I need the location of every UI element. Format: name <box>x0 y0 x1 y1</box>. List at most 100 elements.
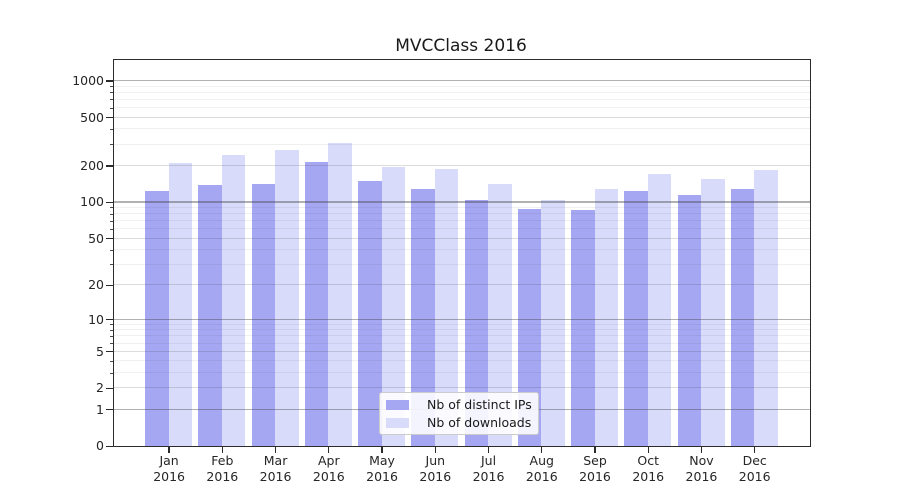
y-minor-tick-300 <box>109 144 113 146</box>
y-tick-mark-100 <box>106 201 113 204</box>
y-tick-mark-1 <box>106 409 113 411</box>
y-tick-label-0: 0 <box>96 438 104 454</box>
x-tick-mark-jan <box>168 446 170 454</box>
gridline-500 <box>114 116 810 118</box>
bar-downloads-jul <box>488 183 512 446</box>
y-tick-mark-10 <box>106 318 113 321</box>
legend-label-distinct-ips: Nb of distinct IPs <box>427 397 532 412</box>
x-tick-label-may-2016: May 2016 <box>366 453 398 484</box>
y-tick-mark-50 <box>106 237 113 240</box>
gridline-9 <box>114 323 810 325</box>
bar-ips-jun <box>411 189 435 446</box>
bar-downloads-nov <box>701 178 725 446</box>
gridline-40 <box>114 249 810 251</box>
y-minor-tick-9 <box>109 324 113 326</box>
y-tick-label-5: 5 <box>96 343 104 359</box>
x-tick-mark-sep <box>594 446 596 454</box>
gridline-10 <box>114 318 810 320</box>
bar-ips-aug <box>517 208 542 446</box>
bar-downloads-dec <box>754 170 778 446</box>
legend-item-distinct-ips: Nb of distinct IPs <box>386 398 532 412</box>
y-tick-mark-500 <box>106 117 113 119</box>
gridline-700 <box>114 98 810 100</box>
y-tick-label-10: 10 <box>88 311 104 327</box>
y-minor-tick-700 <box>109 99 113 101</box>
gridline-100 <box>114 201 810 203</box>
x-tick-mark-apr <box>328 446 330 454</box>
x-tick-mark-nov <box>700 446 703 454</box>
y-minor-tick-80 <box>109 213 113 215</box>
bar-downloads-sep <box>594 189 619 446</box>
bar-ips-may <box>358 180 382 446</box>
bar-ips-apr <box>304 162 329 446</box>
y-minor-tick-70 <box>109 220 113 222</box>
x-tick-mark-oct <box>647 446 649 454</box>
x-tick-label-jul-2016: Jul 2016 <box>472 453 505 484</box>
y-tick-mark-200 <box>106 165 113 167</box>
y-minor-tick-7 <box>109 335 113 337</box>
y-minor-tick-40 <box>109 249 113 251</box>
bar-downloads-jan <box>168 163 193 446</box>
bar-ips-jul <box>464 199 489 446</box>
x-tick-label-nov-2016: Nov 2016 <box>685 453 718 484</box>
y-tick-label-200: 200 <box>80 157 104 173</box>
y-minor-tick-3 <box>109 372 113 374</box>
gridline-1000 <box>114 80 810 82</box>
gridline-200 <box>114 164 810 166</box>
gridline-8 <box>114 329 810 331</box>
legend-item-downloads: Nb of downloads <box>386 416 532 430</box>
gridline-90 <box>114 206 810 208</box>
x-tick-label-dec-2016: Dec 2016 <box>738 453 771 484</box>
gridline-5 <box>114 350 810 352</box>
bar-downloads-mar <box>275 149 299 446</box>
y-minor-tick-90 <box>109 207 113 209</box>
x-tick-label-jan-2016: Jan 2016 <box>153 453 185 484</box>
x-tick-mark-mar <box>274 446 277 454</box>
x-tick-label-aug-2016: Aug 2016 <box>525 453 558 484</box>
gridline-7 <box>114 335 810 337</box>
bar-downloads-feb <box>221 154 246 446</box>
bar-ips-oct <box>624 191 648 446</box>
gridline-60 <box>114 228 810 230</box>
x-tick-mark-jul <box>487 446 490 454</box>
gridline-400 <box>114 128 810 130</box>
legend-swatch-downloads <box>386 418 409 428</box>
gridline-3 <box>114 372 810 374</box>
bar-downloads-oct <box>647 173 672 446</box>
gridline-600 <box>114 107 810 109</box>
x-tick-label-sep-2016: Sep 2016 <box>579 453 611 484</box>
y-minor-tick-900 <box>109 86 113 88</box>
bar-ips-feb <box>198 185 222 446</box>
y-tick-label-500: 500 <box>80 109 104 125</box>
gridline-800 <box>114 91 810 93</box>
y-minor-tick-400 <box>109 128 113 130</box>
gridline-6 <box>114 342 810 344</box>
bar-ips-sep <box>571 210 595 446</box>
legend: Nb of distinct IPs Nb of downloads <box>379 392 539 435</box>
y-minor-tick-30 <box>109 264 113 266</box>
x-tick-mark-feb <box>221 446 224 454</box>
gridline-4 <box>114 360 810 362</box>
y-minor-tick-600 <box>109 107 113 109</box>
legend-swatch-distinct-ips <box>386 400 409 410</box>
gridline-80 <box>114 213 810 215</box>
x-tick-label-oct-2016: Oct 2016 <box>632 453 665 484</box>
x-tick-mark-jun <box>434 446 436 454</box>
x-tick-mark-may <box>381 446 383 454</box>
y-minor-tick-6 <box>109 343 113 344</box>
y-tick-label-20: 20 <box>88 277 104 293</box>
x-tick-label-apr-2016: Apr 2016 <box>312 453 345 484</box>
chart-title: MVCClass 2016 <box>395 36 527 56</box>
bar-ips-mar <box>251 183 276 446</box>
y-minor-tick-8 <box>109 329 113 331</box>
x-tick-mark-dec <box>754 446 756 454</box>
gridline-900 <box>114 85 810 87</box>
y-tick-mark-5 <box>106 350 113 353</box>
x-tick-label-jun-2016: Jun 2016 <box>419 453 452 484</box>
y-tick-label-1000: 1000 <box>72 73 104 89</box>
legend-label-downloads: Nb of downloads <box>427 415 532 430</box>
x-tick-mark-aug <box>541 446 543 454</box>
y-minor-tick-60 <box>109 228 113 230</box>
y-minor-tick-4 <box>109 360 113 362</box>
